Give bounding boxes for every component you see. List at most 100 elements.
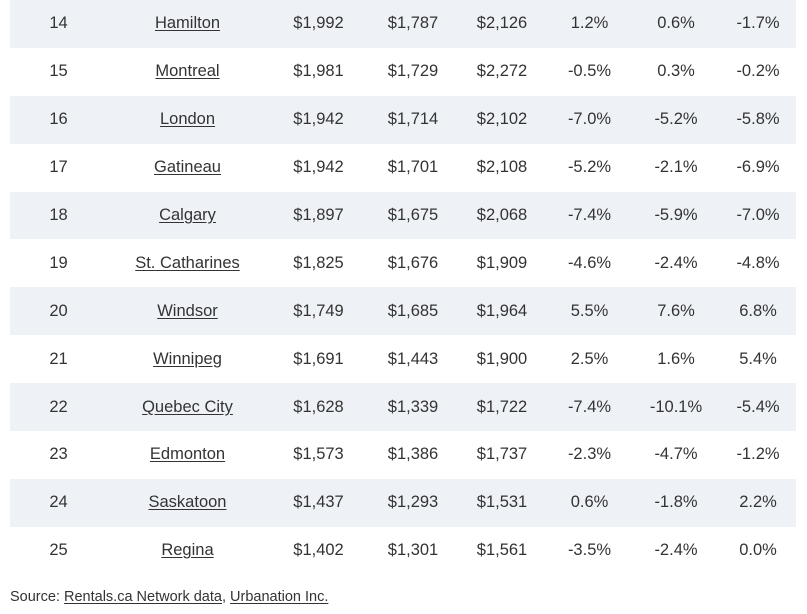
one-bed-change-cell: -1.8%: [632, 478, 720, 527]
city-link[interactable]: Calgary: [159, 206, 216, 224]
two-bed-rent-cell: $2,102: [457, 95, 547, 144]
city-link[interactable]: Hamilton: [154, 14, 221, 33]
two-bed-rent-cell: $2,272: [457, 47, 547, 96]
rank-cell: 20: [10, 287, 107, 336]
rank-cell: 21: [10, 335, 107, 384]
city-link[interactable]: Winnipeg: [153, 349, 222, 368]
two-bed-change-cell: -0.2%: [720, 47, 796, 96]
city-link[interactable]: Edmonton: [149, 445, 226, 464]
total-change-cell: 5.5%: [547, 287, 632, 336]
total-rent-cell: $1,402: [268, 526, 369, 575]
table-row: 18 Calgary $1,897 $1,675 $2,068 -7.4% -5.9% -7.…: [10, 191, 796, 240]
two-bed-rent-cell: $1,531: [457, 478, 547, 527]
two-bed-change-cell: 0.0%: [720, 526, 796, 575]
two-bed-rent-cell: $1,964: [457, 287, 547, 336]
two-bed-change-cell: 5.4%: [720, 335, 796, 384]
one-bed-rent-cell: $1,729: [369, 47, 457, 96]
rank-cell: 15: [10, 47, 107, 96]
city-cell: Quebec City: [107, 383, 268, 432]
two-bed-change-cell: -1.7%: [720, 0, 796, 48]
two-bed-change-cell: -6.9%: [720, 143, 796, 192]
table-body: 14 Hamilton $1,992 $1,787 $2,126 1.2% 0.6% -1.7…: [10, 0, 796, 575]
table-row: 17 Gatineau $1,942 $1,701 $2,108 -5.2% -2.1% -6…: [10, 143, 796, 192]
city-cell: Calgary: [107, 191, 268, 240]
total-change-cell: -4.6%: [547, 239, 632, 288]
rank-cell: 16: [10, 95, 107, 144]
total-rent-cell: $1,628: [268, 383, 369, 432]
rent-table: 14 Hamilton $1,992 $1,787 $2,126 1.2% 0.6% -1.7…: [10, 0, 796, 575]
source-link-rentals[interactable]: Rentals.ca Network data: [64, 589, 222, 605]
one-bed-rent-cell: $1,701: [369, 143, 457, 192]
total-change-cell: 1.2%: [547, 0, 632, 48]
one-bed-change-cell: -2.4%: [632, 239, 720, 288]
total-change-cell: -7.0%: [547, 95, 632, 144]
one-bed-change-cell: -2.4%: [632, 526, 720, 575]
one-bed-change-cell: -5.2%: [632, 95, 720, 144]
table-row: 25 Regina $1,402 $1,301 $1,561 -3.5% -2.4% 0.0%: [10, 526, 796, 575]
total-rent-cell: $1,749: [268, 287, 369, 336]
rank-cell: 24: [10, 478, 107, 527]
city-cell: Winnipeg: [107, 335, 268, 384]
city-link[interactable]: Montreal: [155, 62, 220, 81]
city-link[interactable]: London: [159, 110, 216, 129]
city-link[interactable]: Saskatoon: [148, 493, 227, 512]
total-change-cell: -2.3%: [547, 431, 632, 479]
total-change-cell: 0.6%: [547, 478, 632, 527]
one-bed-change-cell: 7.6%: [632, 287, 720, 336]
two-bed-change-cell: -5.4%: [720, 383, 796, 432]
two-bed-change-cell: 2.2%: [720, 478, 796, 527]
one-bed-change-cell: -2.1%: [632, 143, 720, 192]
one-bed-rent-cell: $1,443: [369, 335, 457, 384]
city-link[interactable]: Quebec City: [142, 397, 233, 416]
source-prefix: Source:: [10, 589, 64, 605]
one-bed-rent-cell: $1,301: [369, 526, 457, 575]
city-link[interactable]: St. Catharines: [135, 253, 240, 272]
city-cell: Hamilton: [107, 0, 268, 48]
one-bed-change-cell: -4.7%: [632, 431, 720, 479]
rank-cell: 23: [10, 431, 107, 479]
city-cell: Montreal: [107, 47, 268, 96]
two-bed-rent-cell: $2,068: [457, 191, 547, 240]
one-bed-rent-cell: $1,386: [369, 431, 457, 479]
total-change-cell: 2.5%: [547, 335, 632, 384]
table-row: 22 Quebec City $1,628 $1,339 $1,722 -7.4% -10.…: [10, 383, 796, 432]
total-rent-cell: $1,825: [268, 239, 369, 288]
two-bed-change-cell: -1.2%: [720, 431, 796, 479]
rent-table-container: 14 Hamilton $1,992 $1,787 $2,126 1.2% 0.6% -1.7…: [10, 0, 796, 575]
city-link[interactable]: Gatineau: [154, 158, 221, 177]
total-rent-cell: $1,981: [268, 47, 369, 96]
one-bed-change-cell: 0.6%: [632, 0, 720, 48]
one-bed-change-cell: 1.6%: [632, 335, 720, 384]
rank-cell: 17: [10, 143, 107, 192]
one-bed-change-cell: -5.9%: [632, 191, 720, 240]
city-link[interactable]: Regina: [161, 541, 214, 560]
source-link-urbanation[interactable]: Urbanation Inc.: [230, 589, 329, 605]
city-cell: Windsor: [107, 287, 268, 336]
two-bed-change-cell: 6.8%: [720, 287, 796, 336]
table-row: 23 Edmonton $1,573 $1,386 $1,737 -2.3% -4.7% -1…: [10, 431, 796, 479]
one-bed-rent-cell: $1,339: [369, 383, 457, 432]
rank-cell: 18: [10, 191, 107, 240]
two-bed-rent-cell: $1,561: [457, 526, 547, 575]
one-bed-rent-cell: $1,787: [369, 0, 457, 48]
total-change-cell: -3.5%: [547, 526, 632, 575]
one-bed-rent-cell: $1,685: [369, 287, 457, 336]
city-cell: Edmonton: [107, 431, 268, 479]
total-change-cell: -5.2%: [547, 143, 632, 192]
two-bed-rent-cell: $2,108: [457, 143, 547, 192]
total-rent-cell: $1,897: [268, 191, 369, 240]
one-bed-rent-cell: $1,714: [369, 95, 457, 144]
table-row: 16 London $1,942 $1,714 $2,102 -7.0% -5.2% -5.8…: [10, 95, 796, 144]
city-cell: St. Catharines: [107, 239, 268, 288]
total-rent-cell: $1,942: [268, 95, 369, 144]
city-cell: Saskatoon: [107, 478, 268, 527]
city-cell: Gatineau: [107, 143, 268, 192]
source-line: Source: Rentals.ca Network data, Urbanat…: [10, 589, 328, 605]
one-bed-rent-cell: $1,293: [369, 478, 457, 527]
table-row: 21 Winnipeg $1,691 $1,443 $1,900 2.5% 1.6% 5.4%: [10, 335, 796, 384]
table-row: 14 Hamilton $1,992 $1,787 $2,126 1.2% 0.6% -1.7…: [10, 0, 796, 48]
total-rent-cell: $1,992: [268, 0, 369, 48]
total-change-cell: -0.5%: [547, 47, 632, 96]
total-rent-cell: $1,437: [268, 478, 369, 527]
city-link[interactable]: Windsor: [157, 301, 218, 320]
